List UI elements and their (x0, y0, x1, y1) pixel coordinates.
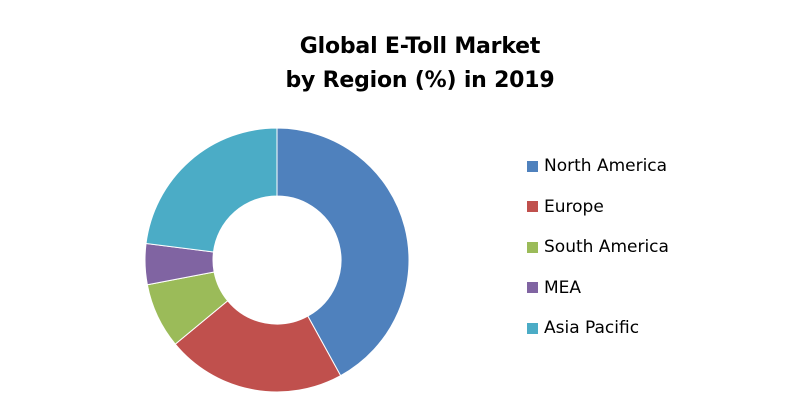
legend-swatch-asia-pacific (527, 322, 538, 334)
legend-label-asia-pacific: Asia Pacific (544, 318, 640, 339)
legend-label-mea: MEA (544, 277, 582, 298)
legend-item-europe: Europe (527, 187, 669, 228)
legend-item-mea: MEA (527, 268, 669, 309)
legend-swatch-north-america (527, 160, 538, 172)
chart-title-line-1: Global E-Toll Market (299, 34, 541, 59)
donut-slice-asia-pacific (145, 127, 278, 253)
chart-title-line-2: by Region (%) in 2019 (285, 68, 555, 93)
legend-label-south-america: South America (544, 237, 669, 258)
legend-item-north-america: North America (527, 146, 669, 187)
legend-label-europe: Europe (544, 196, 604, 217)
legend-swatch-mea (527, 282, 538, 294)
legend-label-north-america: North America (544, 156, 668, 177)
legend-swatch-south-america (527, 241, 538, 253)
chart-title: Global E-Toll Market by Region (%) in 20… (200, 30, 640, 98)
legend-swatch-europe (527, 201, 538, 213)
donut-slice-north-america (276, 127, 410, 377)
chart-legend: North America Europe South America MEA A… (527, 146, 669, 349)
legend-item-south-america: South America (527, 227, 669, 268)
donut-slice-europe (174, 300, 342, 393)
legend-item-asia-pacific: Asia Pacific (527, 308, 669, 349)
